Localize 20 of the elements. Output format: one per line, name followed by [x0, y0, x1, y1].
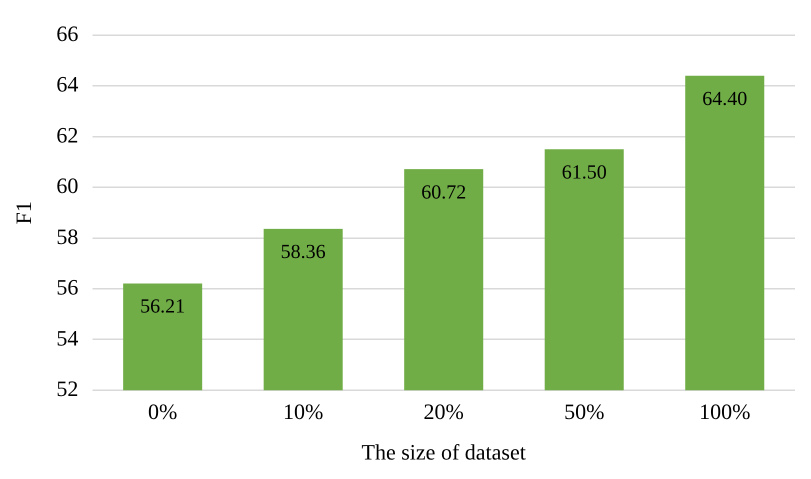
- y-tick-label: 62: [56, 122, 78, 148]
- y-axis-title: F1: [10, 201, 36, 224]
- y-tick-label: 54: [56, 325, 78, 350]
- y-tick-label: 64: [56, 72, 78, 97]
- x-axis-title: The size of dataset: [362, 440, 526, 465]
- x-tick-label: 10%: [283, 399, 324, 424]
- data-label: 64.40: [702, 88, 748, 110]
- x-tick-label: 20%: [424, 399, 464, 424]
- y-tick-label: 66: [56, 20, 78, 46]
- data-label: 61.50: [562, 162, 607, 184]
- y-tick-label: 58: [56, 224, 78, 249]
- x-tick-label: 100%: [699, 399, 750, 424]
- y-tick-label: 60: [56, 173, 78, 198]
- x-tick-label: 50%: [564, 399, 604, 424]
- y-tick-label: 52: [56, 376, 78, 401]
- data-label: 60.72: [421, 181, 466, 204]
- y-tick-label: 56: [56, 274, 78, 300]
- x-tick-label: 0%: [148, 399, 178, 424]
- data-label: 58.36: [280, 241, 326, 264]
- data-label: 56.21: [140, 296, 186, 318]
